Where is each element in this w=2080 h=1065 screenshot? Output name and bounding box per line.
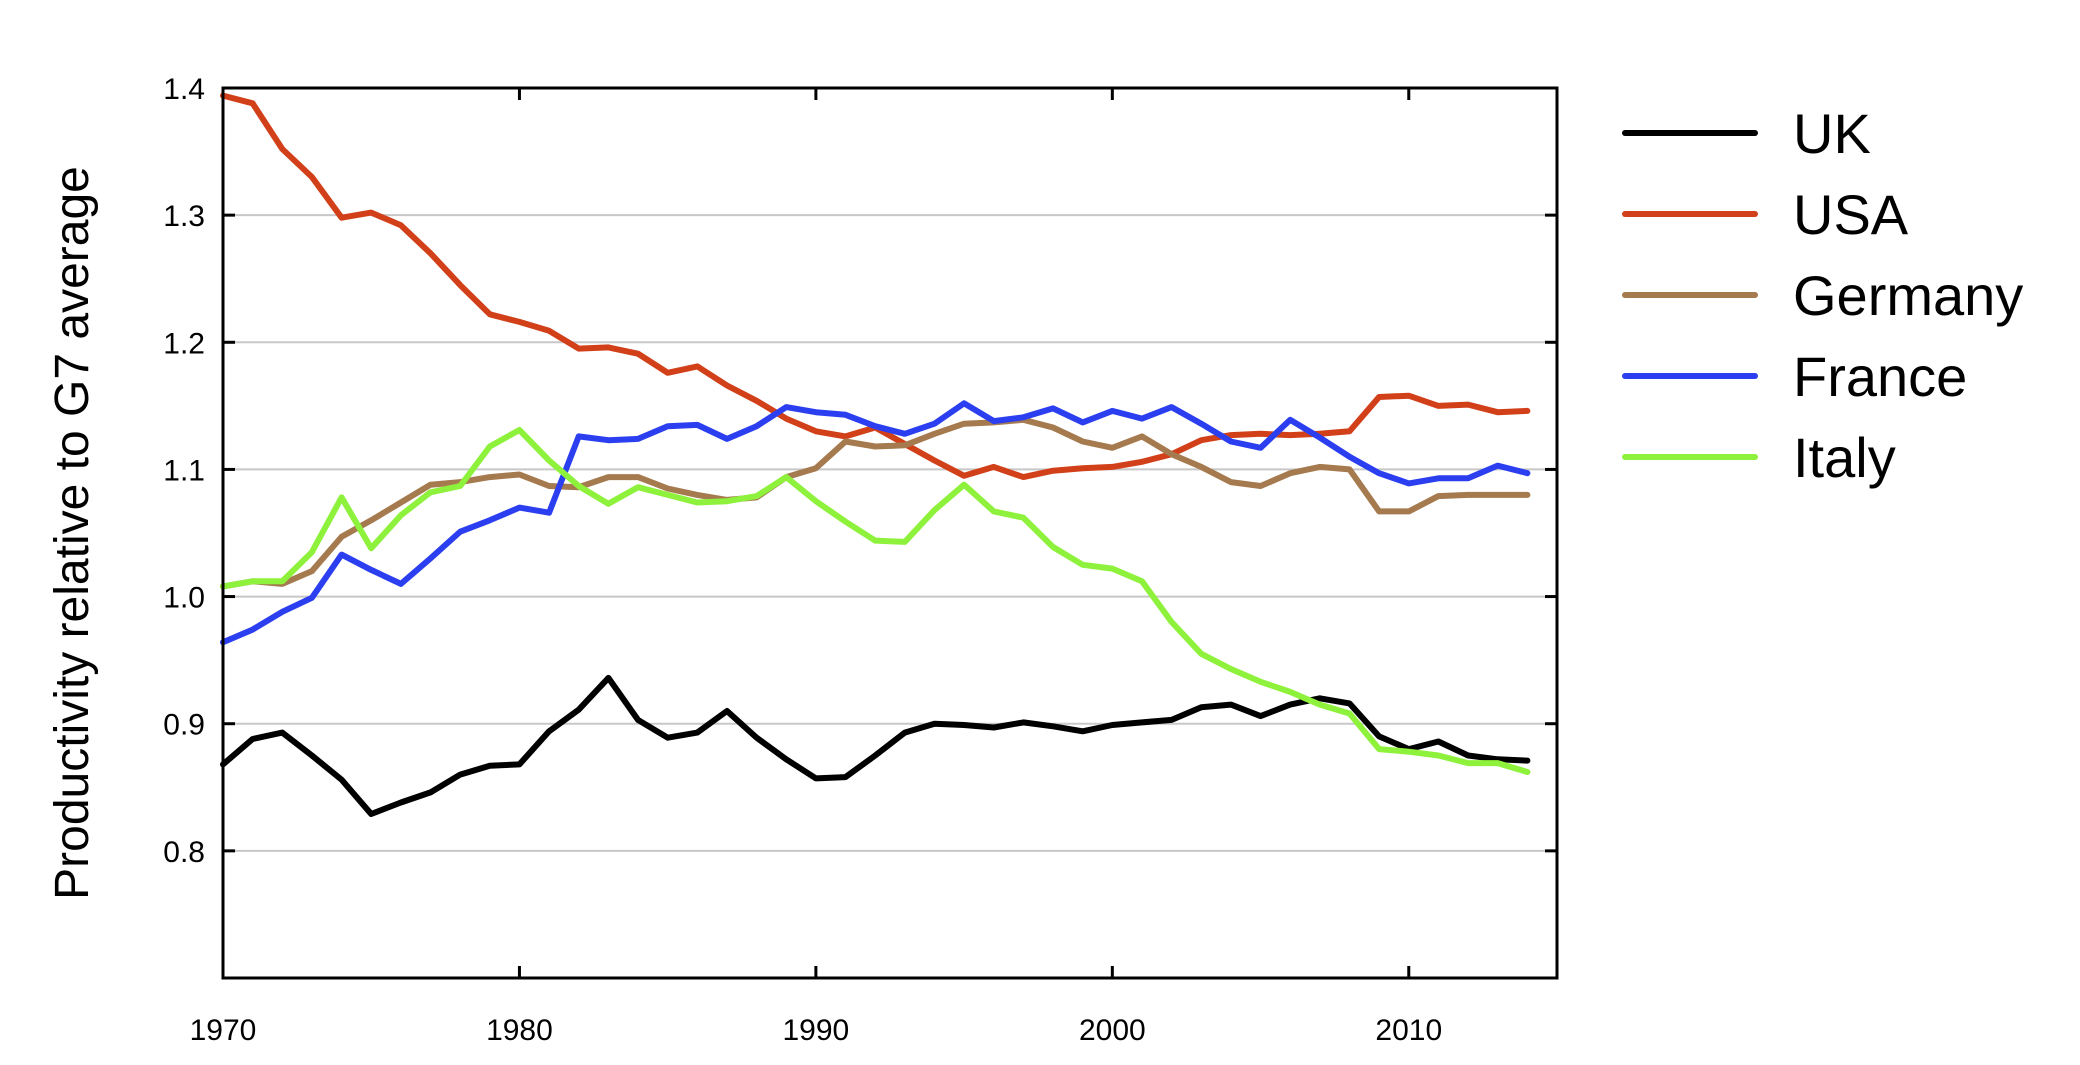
series-line-france [220,400,1531,646]
y-tick-label: 1.4 [163,73,205,106]
y-tick-label: 0.9 [163,709,205,742]
series-line-italy [220,427,1531,775]
series-line-usa [220,92,1531,481]
y-tick-label: 1.2 [163,327,205,360]
y-tick-label: 1.3 [163,200,205,233]
plot-frame [221,86,1559,980]
legend-label-germany: Germany [1793,264,2023,327]
y-axis-title: Productivity relative to G7 average [46,166,99,900]
legend-label-italy: Italy [1793,426,1896,489]
x-tick-label: 1990 [783,1014,850,1047]
y-axis-tick-labels: 0.8 0.9 1.0 1.1 1.2 1.3 1.4 [163,73,205,869]
x-tick-label: 1980 [486,1014,553,1047]
y-tick-label: 0.8 [163,836,205,869]
series-line-germany [220,416,1531,590]
y-tick-label: 1.0 [163,582,205,615]
x-tick-label: 2000 [1079,1014,1146,1047]
gridlines [223,214,1557,852]
y-tick-label: 1.1 [163,454,205,487]
x-tick-label: 1970 [190,1014,257,1047]
legend: UK USA Germany France Italy [1622,102,2023,489]
legend-label-uk: UK [1793,102,1871,165]
axis-ticks [221,86,1557,978]
legend-label-usa: USA [1793,183,1909,246]
x-tick-label: 2010 [1375,1014,1442,1047]
legend-label-france: France [1793,345,1967,408]
series-line-uk [220,674,1531,817]
series-lines [220,92,1531,817]
x-axis-tick-labels: 1970 1980 1990 2000 2010 [190,1014,1443,1047]
